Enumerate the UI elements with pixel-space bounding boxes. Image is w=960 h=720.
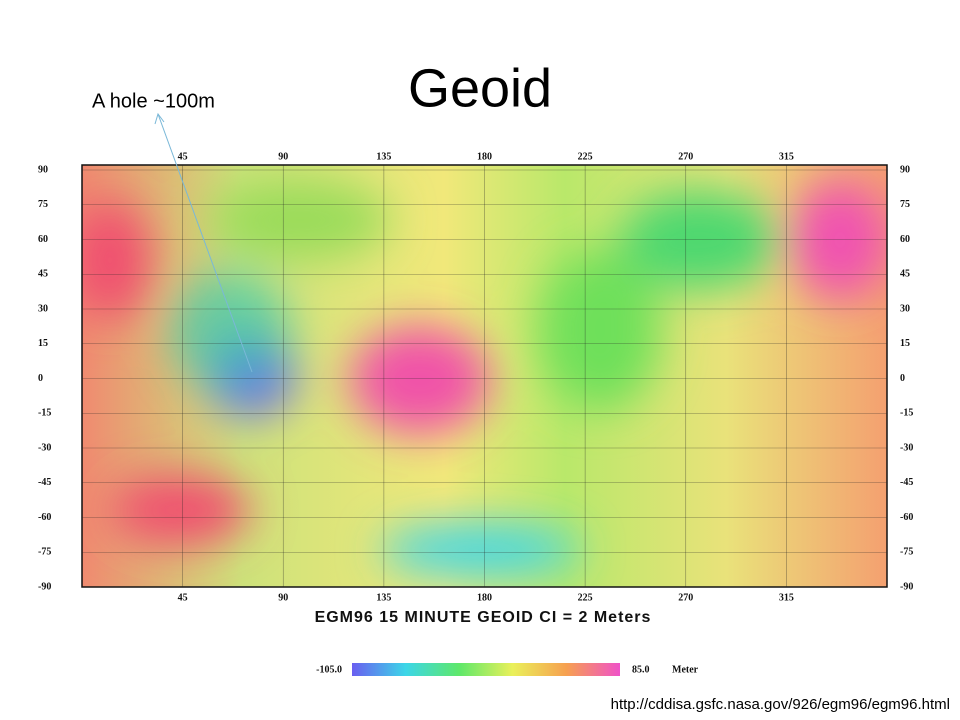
annotation-arrow (157, 113, 253, 373)
lat-tick-label: 15 (38, 338, 48, 349)
map-caption: EGM96 15 MINUTE GEOID CI = 2 Meters (315, 609, 652, 626)
lat-tick-label: 15 (900, 338, 910, 349)
lat-tick-label: 75 (900, 199, 910, 210)
lon-tick-label: 315 (779, 592, 794, 603)
lon-tick-label: 225 (578, 151, 593, 162)
lat-tick-label: 30 (900, 303, 910, 314)
lat-tick-label: -45 (900, 477, 913, 488)
lat-tick-label: 90 (38, 164, 48, 175)
lon-tick-label: 270 (678, 151, 693, 162)
lat-tick-label: -90 (38, 581, 51, 592)
lat-tick-label: -30 (38, 442, 51, 453)
lon-tick-label: 180 (477, 592, 492, 603)
lon-tick-label: 45 (178, 151, 188, 162)
lat-tick-label: 0 (38, 373, 43, 384)
lon-tick-label: 135 (376, 592, 391, 603)
lon-tick-label: 90 (278, 592, 288, 603)
lat-tick-label: 45 (900, 269, 910, 280)
lat-tick-label: 60 (900, 234, 910, 245)
lon-tick-label: 180 (477, 151, 492, 162)
lon-tick-label: 90 (278, 151, 288, 162)
lat-tick-label: -75 (900, 547, 913, 558)
colorbar (352, 663, 620, 676)
source-url: http://cddisa.gsfc.nasa.gov/926/egm96/eg… (611, 696, 950, 713)
lat-tick-label: 90 (900, 164, 910, 175)
lat-tick-label: 0 (900, 373, 905, 384)
arrow-head (154, 112, 165, 125)
lat-tick-label: -60 (900, 512, 913, 523)
lat-tick-label: -60 (38, 512, 51, 523)
lon-tick-label: 135 (376, 151, 391, 162)
lat-tick-label: 60 (38, 234, 48, 245)
lat-tick-label: 30 (38, 303, 48, 314)
colorbar-min: -105.0 (316, 664, 342, 675)
lon-tick-label: 45 (178, 592, 188, 603)
lat-tick-label: -15 (38, 408, 51, 419)
lon-tick-label: 315 (779, 151, 794, 162)
lon-tick-label: 270 (678, 592, 693, 603)
lat-tick-label: -30 (900, 442, 913, 453)
lat-tick-label: 75 (38, 199, 48, 210)
colorbar-max: 85.0 (632, 664, 650, 675)
annotation: A hole ~100m (92, 90, 215, 112)
colorbar-unit: Meter (672, 664, 699, 675)
lat-tick-label: -90 (900, 581, 913, 592)
lon-tick-label: 225 (578, 592, 593, 603)
geoid-map (82, 165, 887, 587)
lat-tick-label: -15 (900, 408, 913, 419)
lat-tick-label: 45 (38, 269, 48, 280)
slide-title: Geoid (408, 58, 552, 118)
lat-tick-label: -45 (38, 477, 51, 488)
lat-tick-label: -75 (38, 547, 51, 558)
